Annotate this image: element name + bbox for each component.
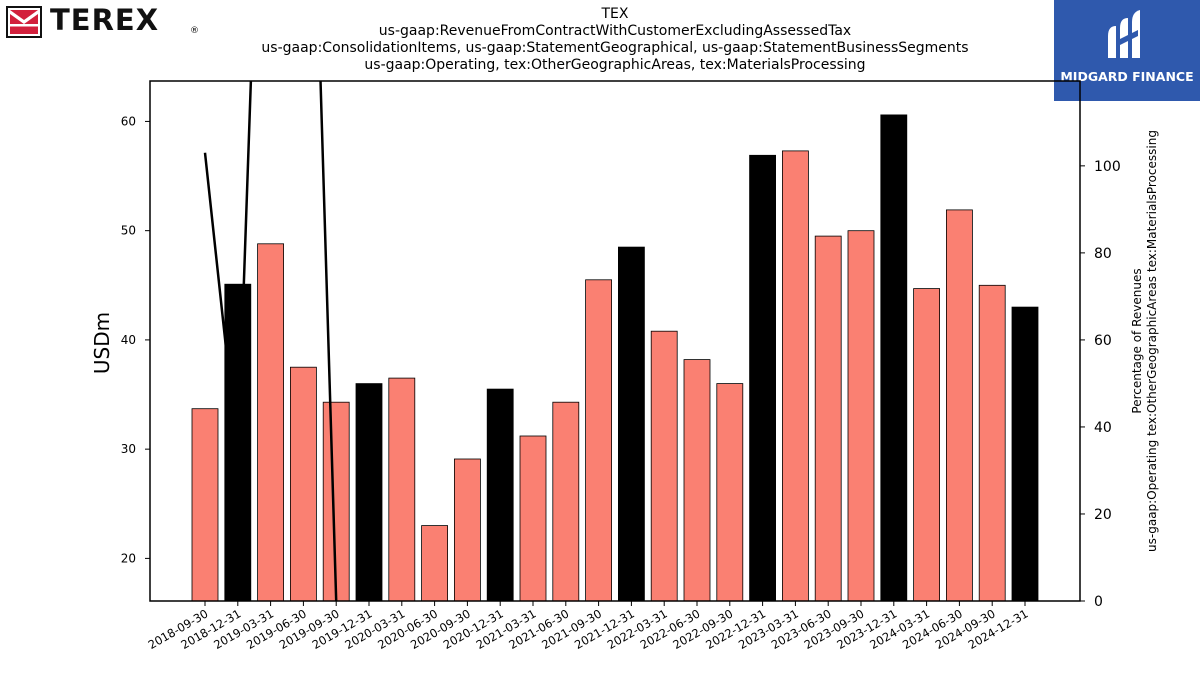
title-line-axes: us-gaap:ConsolidationItems, us-gaap:Stat… [261,40,969,56]
y2-axis-label-line1: Percentage of Revenues [1130,268,1144,413]
y-axis-right: 0 20 40 60 80 100 [1080,159,1121,610]
title-line-ticker: TEX [601,6,629,22]
terex-logo: TEREX ® [6,3,206,40]
y-tick-label: 30 [121,442,136,456]
y-tick-label: 60 [121,114,136,128]
midgard-finance-logo: MIDGARD FINANCE [1054,0,1200,101]
terex-emblem-icon [6,6,42,38]
chart-title: TEX us-gaap:RevenueFromContractWithCusto… [150,6,1080,74]
bar-2024-12-31 [1011,306,1039,602]
y2-axis-label-line2: us-gaap:Operating tex:OtherGeographicAre… [1145,130,1159,552]
y2-tick-label: 80 [1094,246,1112,262]
bar-series [191,114,1039,602]
bar-2020-12-31 [486,388,514,602]
y-tick-label: 20 [121,551,136,565]
y-tick-label: 40 [121,333,136,347]
title-line-concept: us-gaap:RevenueFromContractWithCustomerE… [378,23,852,39]
bar-2020-03-31 [388,377,416,602]
bar-2019-03-31 [257,243,285,602]
y2-tick-label: 20 [1094,507,1112,523]
bar-2024-09-30 [978,284,1006,602]
bar-2021-06-30 [552,401,580,602]
y2-tick-label: 100 [1094,159,1121,175]
bar-2022-03-31 [650,330,678,602]
y2-tick-label: 0 [1094,594,1103,610]
midgard-emblem-icon [1108,10,1140,58]
y2-tick-label: 60 [1094,333,1112,349]
title-line-members: us-gaap:Operating, tex:OtherGeographicAr… [364,57,866,73]
percentage-line [203,81,338,601]
bar-2023-06-30 [814,235,842,602]
bar-2019-12-31 [355,383,383,602]
bar-2020-09-30 [453,458,481,602]
bar-2022-09-30 [716,383,744,602]
bar-2021-12-31 [618,246,645,602]
bar-2024-06-30 [946,209,973,602]
terex-wordmark: TEREX [50,3,160,37]
midgard-caption: MIDGARD FINANCE [1060,69,1194,84]
plot-frame [149,80,1081,602]
x-axis: 2018-09-302018-12-312019-03-312019-06-30… [146,601,1031,652]
bar-2022-12-31 [749,154,776,602]
y-tick-label: 50 [121,224,136,238]
bar-2018-09-30 [191,408,219,602]
bar-2019-06-30 [289,366,317,602]
y2-tick-label: 40 [1094,420,1112,436]
bar-2023-12-31 [880,114,908,602]
y-axis-label: USDm [90,312,114,374]
registered-mark: ® [190,26,199,36]
bar-2023-03-31 [782,150,809,602]
bar-2021-09-30 [585,279,612,602]
bar-2021-03-31 [519,435,547,602]
y-axis-left: 20 30 40 50 60 [121,114,150,565]
bar-2020-06-30 [421,525,449,602]
bar-2022-06-30 [683,359,711,602]
bar-2024-03-31 [913,288,940,602]
bar-2023-09-30 [847,230,875,602]
percentage-line-series [203,81,338,601]
